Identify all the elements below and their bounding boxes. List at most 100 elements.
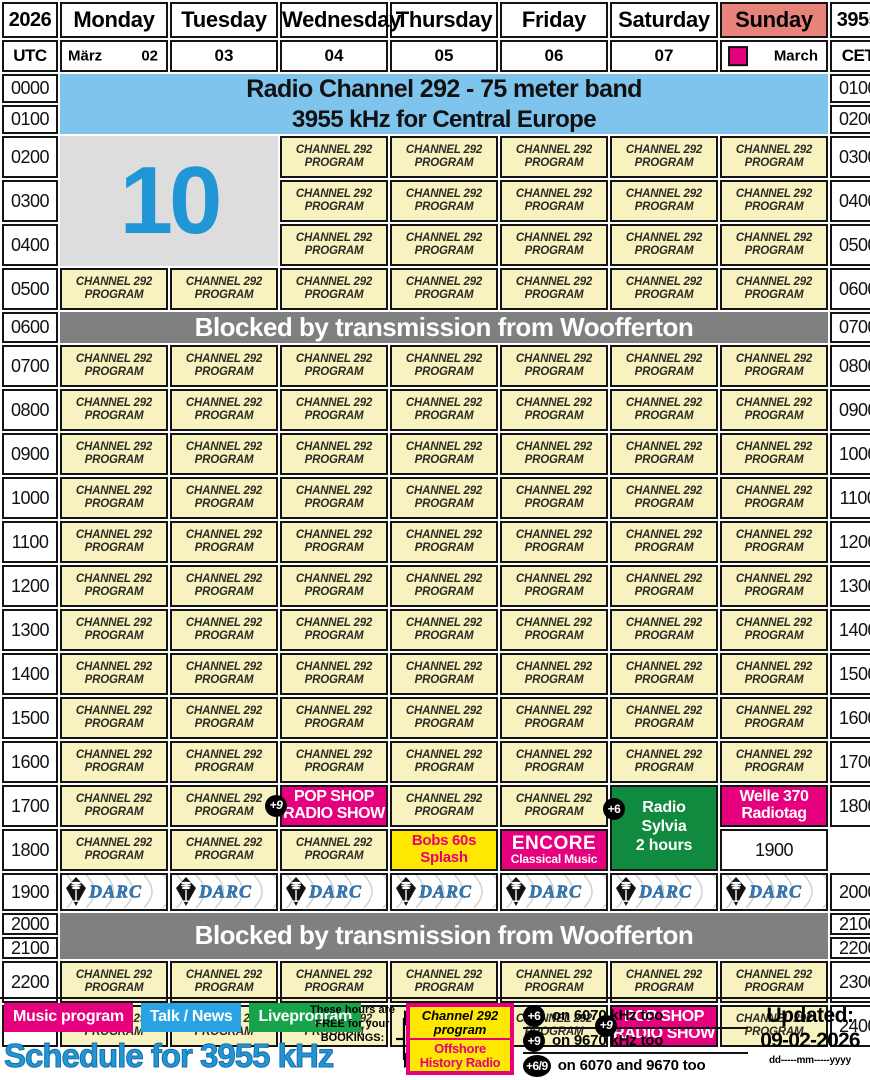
show-cell-radio-sylvia[interactable]: +6 Radio Sylvia 2 hours [603,784,718,871]
utc-time-1400: 1400 [2,652,58,695]
free-hours-line-3: BOOKINGS: [320,1031,385,1044]
banner-line-2: 3955 kHz for Central Europe [292,105,597,133]
darc-label: DARC [309,881,363,902]
pop-shop-line-1: POP SHOP [623,1007,705,1025]
show-cell-darc[interactable]: DARC [60,872,168,911]
free-hours-note: These hours are FREE for your BOOKINGS: [300,1004,405,1045]
encore-subtitle: Classical Music [510,852,598,867]
show-cell-darc[interactable]: DARC [500,872,608,911]
utc-time-2200: 2200 [2,960,58,1003]
banner-line-1: Radio Channel 292 - 75 meter band [246,75,642,103]
footer: Music program Talk / News Liveprogram Sc… [0,1000,870,1080]
date-cell-friday: 06 [500,40,608,72]
show-cell-darc[interactable]: DARC [610,872,718,911]
note-row: +6/9 on 6070 and 9670 too [523,1054,748,1077]
utc-time-0700: 0700 [2,344,58,387]
utc-time-2100: 2100 [2,936,58,959]
show-cell-pop-shop[interactable]: POP SHOP RADIO SHOW [610,1004,718,1047]
option-channel-292-program: Channel 292 program [410,1007,510,1038]
row-2100: 2100 2200 [2,936,870,959]
month-label-right: March [773,47,818,65]
show-cell-welle-370[interactable]: Welle 370 Radiotag [720,784,828,827]
darc-antenna-icon [726,876,746,906]
utc-time-0400: 0400 [2,223,58,266]
free-hours-options-box: Channel 292 program Offshore History Rad… [406,1003,514,1075]
utc-time-0600: 0600 [2,311,58,343]
option-line-2: program [433,1021,487,1037]
row-0900: 0900 CHANNEL 292 PROGRAM CHANNEL 292 PROGR… [2,432,870,475]
darc-antenna-icon [286,876,306,906]
row-1200: 1200 CHANNEL 292 PROGRAM CHANNEL 292 PROGR… [2,564,870,607]
day-header-saturday: Saturday [610,2,718,38]
utc-time-1800: 1800 [2,828,58,871]
anniversary-logo-10: 10 [60,135,278,266]
frequency-notes: +6 on 6070 kHz too +9 on 9670 kHz too +6… [523,1004,748,1077]
row-1100: 1100 CHANNEL 292 PROGRAM CHANNEL 292 PROGR… [2,520,870,563]
pop-shop-line-1: POP SHOP [293,787,375,805]
free-hours-line-2: FREE for your [315,1017,390,1030]
row-1700: 1700 CHANNEL 292 PROGRAM CHANNEL 292 PROGR… [2,784,870,871]
show-cell-bobs-60s-splash[interactable]: Bobs 60s Splash [390,828,498,871]
darc-antenna-icon [176,876,196,906]
row-1600: 1600 CHANNEL 292 PROGRAM CHANNEL 292 PROGR… [2,740,870,783]
day-header-monday: Monday [60,2,168,38]
date-cell-saturday: 07 [610,40,718,72]
utc-time-1100: 1100 [2,520,58,563]
freq-badge-plus9: +9 [265,794,287,817]
utc-time-0800: 0800 [2,388,58,431]
day-header-sunday: Sunday [720,2,828,38]
row-0300: 0300 CHANNEL 292 PROGRAM CHANNEL 292 PROGR… [2,179,870,222]
header-dates-row: UTC März 02 03 04 05 06 07 08 March CET [2,40,870,72]
darc-label: DARC [89,881,143,902]
show-cell-darc[interactable]: DARC [390,872,498,911]
cet-time-0100: 0100 [830,74,870,103]
bobs-line-2: Splash [420,848,468,866]
show-cell-darc[interactable]: DARC [170,872,278,911]
show-cell-darc[interactable]: DARC [720,872,828,911]
note-row: +9 on 9670 kHz too [523,1029,748,1054]
darc-label: DARC [639,881,693,902]
show-cell-pop-shop[interactable]: POP SHOP RADIO SHOW [280,784,388,827]
row-1900: 1900 DARC [2,872,870,911]
darc-label: DARC [199,881,253,902]
cet-time-1900: 1900 [720,828,828,871]
date-number: 02 [141,47,158,65]
updated-date: 09-02-2026 [760,1029,860,1052]
row-1500: 1500 CHANNEL 292 PROGRAM CHANNEL 292 PROGR… [2,696,870,739]
cet-time-0700: 0700 [830,311,870,343]
row-1000: 1000 CHANNEL 292 PROGRAM CHANNEL 292 PROGR… [2,476,870,519]
cet-time-2200: 2200 [830,936,870,959]
show-cell-encore[interactable]: ENCORE Classical Music [500,828,608,871]
show-cell-darc[interactable]: DARC [280,872,388,911]
freq-badge-plus6: +6 [603,797,625,820]
